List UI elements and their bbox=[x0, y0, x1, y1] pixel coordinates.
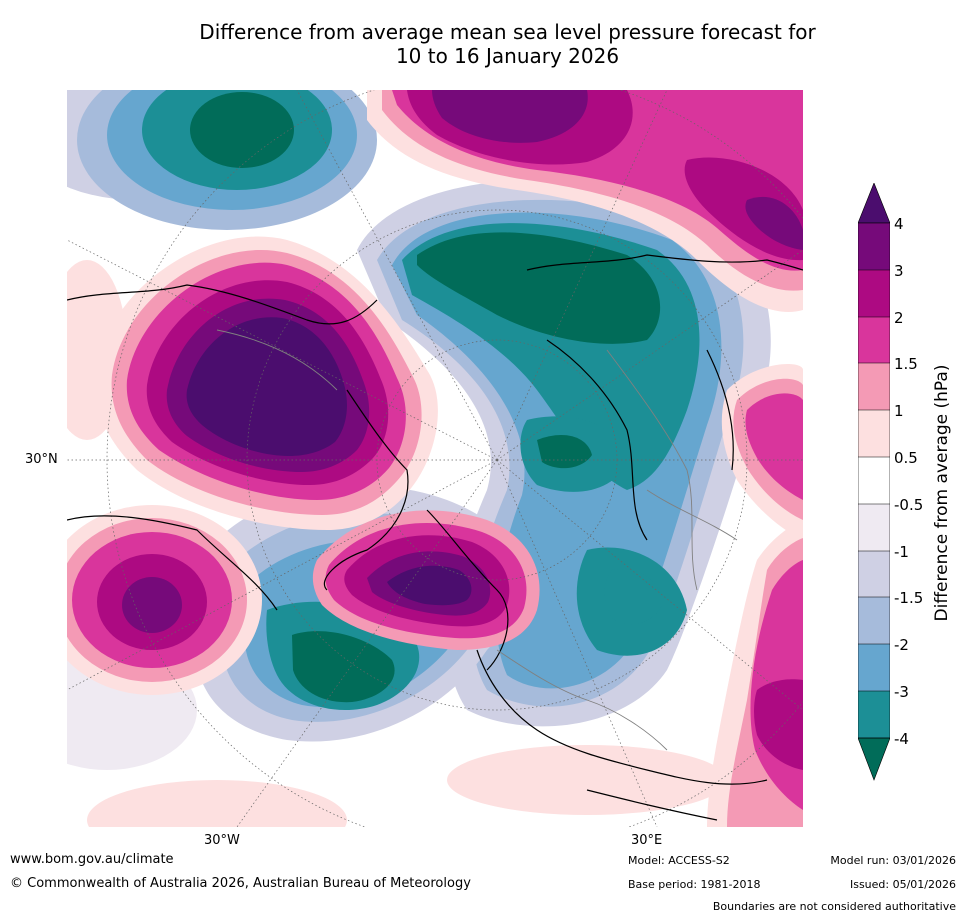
latitude-label-30n: 30°N bbox=[25, 452, 58, 467]
footer-url[interactable]: www.bom.gov.au/climate bbox=[10, 852, 174, 867]
colorbar bbox=[858, 183, 890, 781]
pressure-anomaly-map bbox=[67, 90, 803, 827]
colorbar-tick-3: 3 bbox=[894, 262, 904, 280]
colorbar-outline bbox=[858, 222, 890, 739]
positive-anomaly-pacific bbox=[67, 505, 262, 695]
title-line-2: 10 to 16 January 2026 bbox=[395, 44, 620, 68]
footer-model-run: Model run: 03/01/2026 bbox=[830, 854, 956, 867]
colorbar-tick-2: 2 bbox=[894, 309, 904, 327]
colorbar-tick-m4: -4 bbox=[894, 730, 909, 748]
colorbar-segment-2-to-3 bbox=[858, 270, 890, 317]
colorbar-tick-m1: -1 bbox=[894, 543, 909, 561]
positive-anomaly-scandinavia bbox=[312, 510, 540, 650]
colorbar-segment-m2-to-m1.5 bbox=[858, 597, 890, 644]
positive-anomaly-asia bbox=[707, 364, 803, 827]
colorbar-segment-neutral bbox=[858, 457, 890, 504]
colorbar-over-arrow bbox=[858, 183, 890, 224]
longitude-label-30e: 30°E bbox=[631, 833, 663, 848]
colorbar-segment-1-to-1.5 bbox=[858, 363, 890, 410]
colorbar-segment-m3-to-m2 bbox=[858, 644, 890, 691]
positive-anomaly-canada bbox=[96, 236, 438, 530]
colorbar-under-arrow bbox=[858, 737, 890, 781]
title-line-1: Difference from average mean sea level p… bbox=[199, 20, 816, 44]
colorbar-segment-m1.5-to-m1 bbox=[858, 551, 890, 597]
footer-issued: Issued: 05/01/2026 bbox=[849, 878, 956, 891]
colorbar-tick-m1.5: -1.5 bbox=[894, 589, 924, 607]
colorbar-tick-m0.5: -0.5 bbox=[894, 496, 924, 514]
footer-model: Model: ACCESS-S2 bbox=[628, 854, 730, 867]
footer-copyright: © Commonwealth of Australia 2026, Austra… bbox=[10, 876, 471, 891]
colorbar-tick-m3: -3 bbox=[894, 683, 909, 701]
map-canvas bbox=[67, 90, 803, 827]
map-title: Difference from average mean sea level p… bbox=[0, 20, 965, 68]
longitude-label-30w: 30°W bbox=[204, 833, 240, 848]
colorbar-segment-m1-to-m0.5 bbox=[858, 504, 890, 551]
colorbar-tick-1: 1 bbox=[894, 402, 904, 420]
colorbar-segment-1.5-to-2 bbox=[858, 317, 890, 363]
colorbar-tick-1.5: 1.5 bbox=[894, 355, 918, 373]
colorbar-segment-m4-to-m3 bbox=[858, 691, 890, 738]
colorbar-tick-0.5: 0.5 bbox=[894, 449, 918, 467]
colorbar-segment-3-to-4 bbox=[858, 223, 890, 270]
negative-anomaly-siberia bbox=[357, 179, 771, 727]
colorbar-segment-0.5-to-1 bbox=[858, 410, 890, 457]
graticule bbox=[67, 90, 803, 827]
negative-anomaly-north-pacific bbox=[77, 90, 377, 230]
footer-disclaimer: Boundaries are not considered authoritat… bbox=[712, 900, 956, 913]
colorbar-tick-m2: -2 bbox=[894, 636, 909, 654]
country-borders bbox=[216, 329, 738, 751]
positive-anomaly-north bbox=[367, 90, 803, 312]
coastlines bbox=[67, 254, 803, 821]
colorbar-tick-4: 4 bbox=[894, 215, 904, 233]
colorbar-title: Difference from average (hPa) bbox=[932, 364, 952, 622]
footer-base-period: Base period: 1981-2018 bbox=[628, 878, 761, 891]
